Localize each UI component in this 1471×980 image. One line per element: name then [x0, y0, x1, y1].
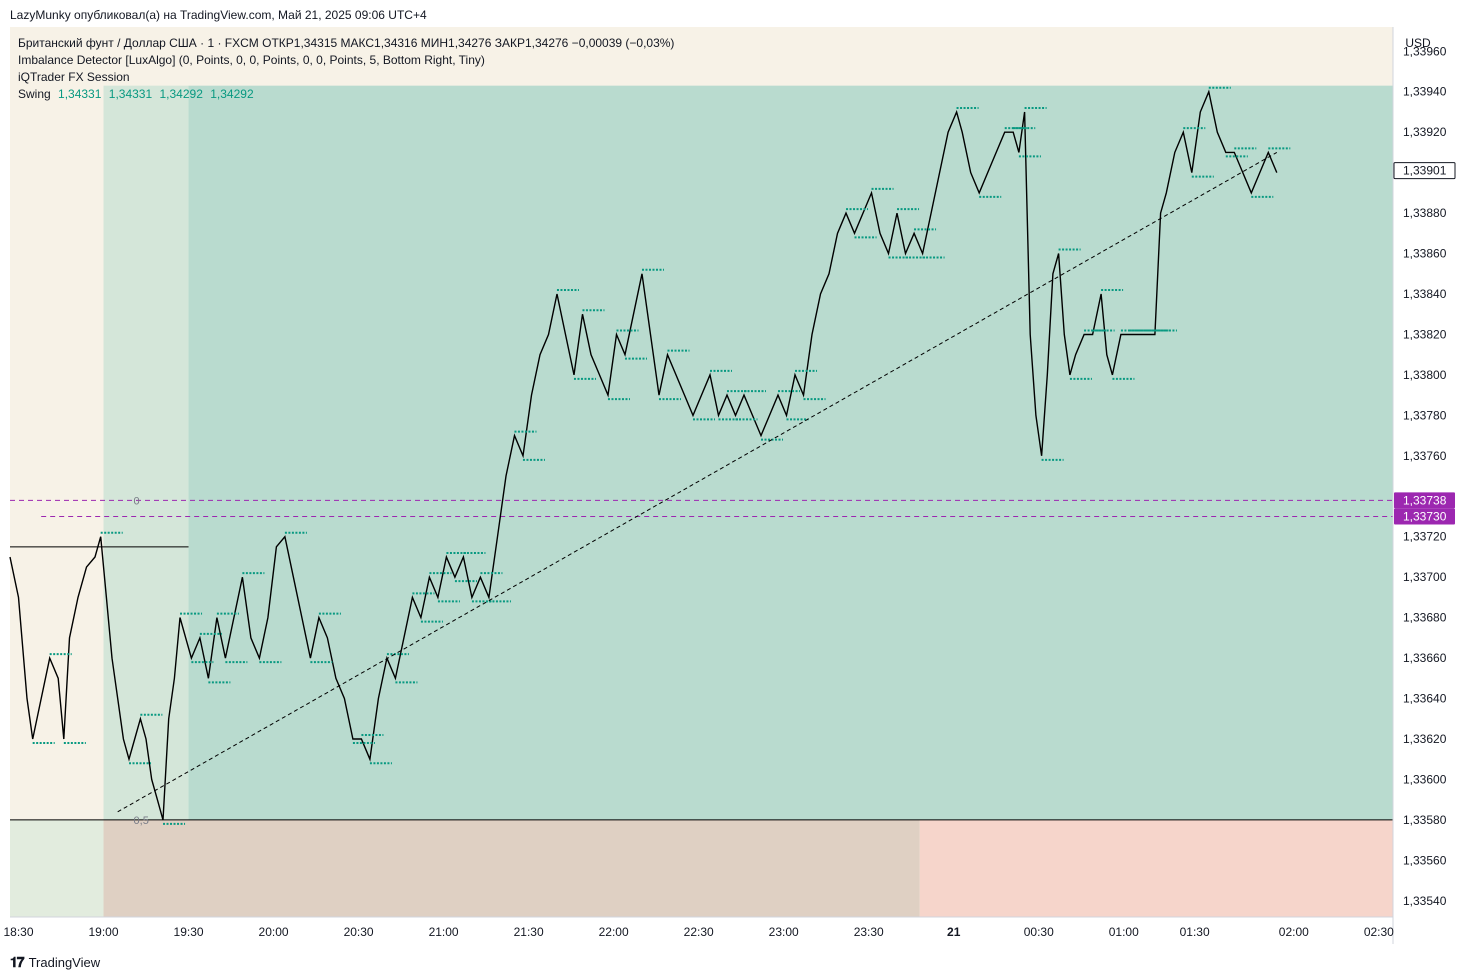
time-axis[interactable]: 18:30 19:00 19:30 20:00 20:30 21:00 21:30 22:00…: [3, 925, 1394, 939]
level-b-badge-text: 1,33730: [1403, 510, 1447, 524]
published-by-header: LazyMunky опубликовал(а) на TradingView.…: [10, 8, 427, 22]
time-tick-label: 18:30: [3, 925, 33, 939]
price-tick-label: 1,33840: [1403, 287, 1447, 301]
price-tick-label: 1,33780: [1403, 408, 1447, 422]
currency-label[interactable]: USD: [1405, 36, 1431, 50]
fib-zero-label: 0: [134, 495, 140, 507]
current-price-badge-box: [1393, 162, 1456, 180]
time-tick-label: 22:00: [599, 925, 629, 939]
time-tick-label: 20:00: [259, 925, 289, 939]
session-main-band: [188, 85, 1394, 820]
time-tick-label: 23:00: [769, 925, 799, 939]
price-series-line: [9, 89, 1278, 821]
imbalance-indicator-line[interactable]: Imbalance Detector [LuxAlgo] (0, Points,…: [18, 53, 485, 67]
level-b-badge-box: [1394, 508, 1455, 525]
time-tick-label: 01:00: [1109, 925, 1139, 939]
time-tick-label: 21:30: [514, 925, 544, 939]
time-tick-label: 00:30: [1024, 925, 1054, 939]
time-tick-label: 01:30: [1180, 925, 1210, 939]
swing-value-1: 1,34331: [58, 87, 102, 101]
price-tick-label: 1,33620: [1403, 732, 1447, 746]
diagonal-trend-line: [117, 151, 1278, 813]
lower-left-zone: [10, 819, 104, 917]
time-tick-label: 23:30: [854, 925, 884, 939]
price-tick-label: 1,33720: [1403, 530, 1447, 544]
time-tick-label: 22:30: [684, 925, 714, 939]
session-left-band: [103, 85, 189, 820]
price-tick-label: 1,33960: [1403, 44, 1447, 58]
chart-legend: Британский фунт / Доллар США · 1 · FXCM …: [18, 35, 674, 103]
time-tick-label: 19:00: [89, 925, 119, 939]
price-tick-label: 1,33800: [1403, 368, 1447, 382]
swing-value-4: 1,34292: [210, 87, 254, 101]
footer-brand[interactable]: 𝟏𝟕 TradingView: [10, 954, 100, 971]
current-price-badge-text: 1,33901: [1403, 164, 1447, 178]
price-tick-label: 1,33860: [1403, 247, 1447, 261]
price-tick-label: 1,33640: [1403, 692, 1447, 706]
time-tick-label: 19:30: [174, 925, 204, 939]
time-tick-label: 20:30: [344, 925, 374, 939]
time-tick-label: 21: [947, 925, 961, 939]
lower-mid-zone: [103, 819, 920, 917]
fib-half-label: 0,5: [134, 815, 149, 827]
swing-indicator-line[interactable]: Swing 1,34331 1,34331 1,34292 1,34292: [18, 86, 674, 103]
brand-name: TradingView: [28, 955, 101, 970]
price-tick-label: 1,33880: [1403, 206, 1447, 220]
level-a-badge-box: [1394, 492, 1455, 509]
swing-label: Swing: [18, 87, 51, 101]
lower-right-zone: [919, 819, 1393, 917]
price-tick-label: 1,33920: [1403, 125, 1447, 139]
level-a-badge-text: 1,33738: [1403, 493, 1447, 507]
symbol-info-line[interactable]: Британский фунт / Доллар США · 1 · FXCM …: [18, 36, 675, 50]
price-axis[interactable]: 1,33960 1,33940 1,33920 1,33880 1,33860 1,338…: [1403, 44, 1447, 908]
price-tick-label: 1,33560: [1403, 853, 1447, 867]
price-tick-label: 1,33940: [1403, 85, 1447, 99]
swing-value-3: 1,34292: [159, 87, 203, 101]
tradingview-logo-icon: 𝟏𝟕: [10, 954, 25, 970]
time-tick-label: 02:00: [1279, 925, 1309, 939]
session-indicator-line[interactable]: iQTrader FX Session: [18, 70, 130, 84]
price-tick-label: 1,33540: [1403, 894, 1447, 908]
price-tick-label: 1,33580: [1403, 813, 1447, 827]
price-tick-label: 1,33680: [1403, 611, 1447, 625]
price-tick-label: 1,33760: [1403, 449, 1447, 463]
price-tick-label: 1,33700: [1403, 570, 1447, 584]
time-tick-label: 02:30: [1364, 925, 1394, 939]
swing-value-2: 1,34331: [108, 87, 153, 101]
price-tick-label: 1,33660: [1403, 651, 1447, 665]
price-tick-label: 1,33820: [1403, 327, 1447, 341]
time-tick-label: 21:00: [429, 925, 459, 939]
price-tick-label: 1,33600: [1403, 772, 1447, 786]
